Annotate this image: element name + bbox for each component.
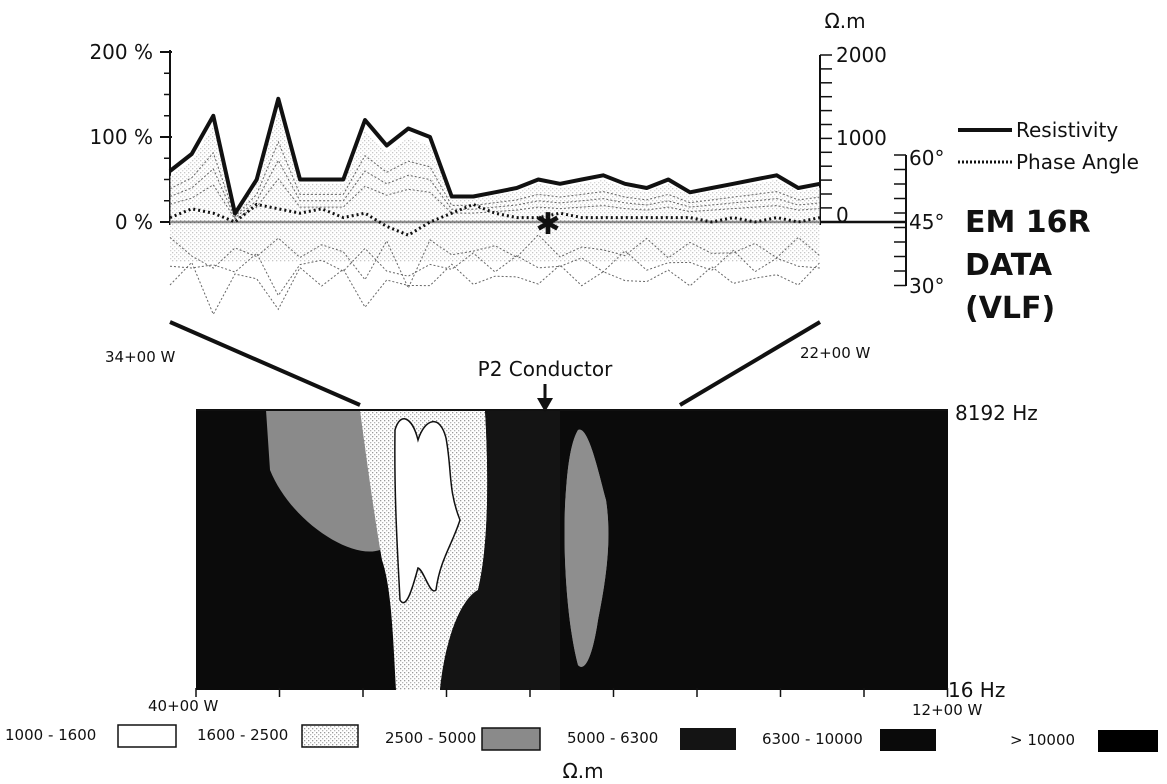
resistivity-section bbox=[196, 409, 948, 690]
section-x-ticks bbox=[195, 688, 949, 697]
color-legend-label-6: > 10000 bbox=[1010, 731, 1075, 749]
texture-line-2 bbox=[169, 140, 821, 218]
left-axis: 200 % 100 % 0 % bbox=[89, 40, 172, 234]
phase-axis-tick-label-1: 45° bbox=[909, 210, 944, 234]
connector-right bbox=[678, 320, 822, 407]
zone-2500-5000 bbox=[266, 410, 381, 552]
data-band-fill bbox=[170, 111, 820, 262]
legend-label-phase-angle: Phase Angle bbox=[1016, 150, 1139, 174]
right-axis: 2000 1000 0 Ω.m bbox=[819, 9, 887, 227]
color-legend-label-4: 5000 - 6300 bbox=[567, 729, 658, 747]
conductor-star-marker: ✱ bbox=[535, 207, 560, 242]
zone-1000-1600 bbox=[394, 418, 461, 604]
zone-5000-6300 bbox=[440, 410, 560, 690]
color-legend: 1000 - 1600 1600 - 2500 2500 - 5000 5000… bbox=[5, 724, 1158, 783]
color-legend-swatch-3 bbox=[481, 727, 541, 751]
title-line-1: EM 16R bbox=[965, 205, 1091, 240]
phase-axis-tick-label-0: 60° bbox=[909, 146, 944, 170]
color-legend-label-1: 1000 - 1600 bbox=[5, 726, 96, 744]
section-top-label: 8192 Hz bbox=[955, 401, 1038, 425]
right-axis-tick-label-2: 0 bbox=[836, 203, 849, 227]
texture-line-0 bbox=[169, 178, 821, 220]
color-legend-swatch-1 bbox=[117, 724, 177, 748]
color-legend-swatch-6 bbox=[1098, 730, 1158, 752]
left-axis-tick-label-0: 200 % bbox=[89, 40, 153, 64]
legend-label-resistivity: Resistivity bbox=[1016, 118, 1118, 142]
right-axis-tick-label-0: 2000 bbox=[836, 43, 887, 67]
x-label-left: 34+00 W bbox=[105, 348, 176, 366]
conductor-annotation: P2 Conductor bbox=[478, 357, 613, 381]
left-axis-tick-label-1: 100 % bbox=[89, 125, 153, 149]
right-axis-tick-label-1: 1000 bbox=[836, 126, 887, 150]
x-label-right: 22+00 W bbox=[800, 344, 871, 362]
connector-left bbox=[169, 320, 361, 407]
section-x-left: 40+00 W bbox=[148, 697, 219, 715]
color-legend-unit: Ω.m bbox=[562, 759, 603, 783]
left-axis-tick-label-2: 0 % bbox=[115, 210, 153, 234]
title-line-2: DATA bbox=[965, 248, 1053, 283]
series-group bbox=[168, 96, 821, 237]
data-band bbox=[169, 111, 821, 316]
phase-axis: 60° 45° 30° bbox=[894, 146, 944, 298]
section-bottom-label: 16 Hz bbox=[948, 678, 1005, 702]
color-legend-label-5: 6300 - 10000 bbox=[762, 730, 863, 748]
conductor-arrow bbox=[537, 384, 553, 412]
legend: Resistivity Phase Angle bbox=[958, 118, 1139, 174]
color-legend-label-3: 2500 - 5000 bbox=[385, 729, 476, 747]
color-legend-label-2: 1600 - 2500 bbox=[197, 726, 288, 744]
texture-line-5 bbox=[169, 261, 821, 316]
right-axis-unit: Ω.m bbox=[824, 9, 865, 33]
phase-axis-tick-label-2: 30° bbox=[909, 274, 944, 298]
color-legend-swatch-5 bbox=[880, 729, 936, 751]
color-legend-swatch-2 bbox=[301, 724, 359, 748]
color-legend-swatch-4 bbox=[680, 728, 736, 750]
texture-line-3 bbox=[169, 234, 821, 290]
title-line-3: (VLF) bbox=[965, 291, 1055, 326]
section-x-right: 12+00 W bbox=[912, 701, 983, 719]
